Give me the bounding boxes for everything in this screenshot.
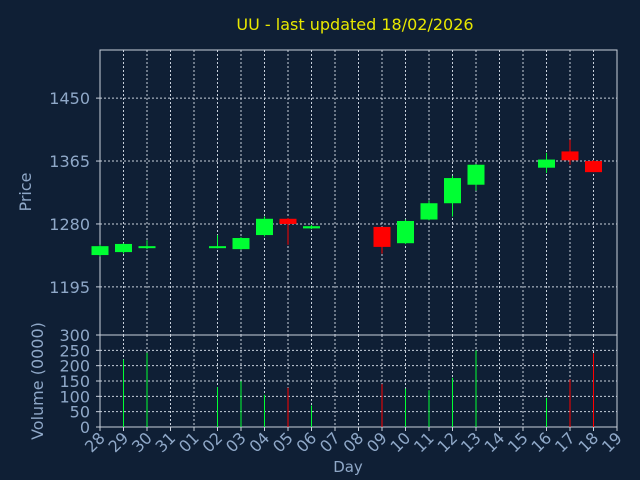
price-tick-label: 1365: [49, 152, 90, 171]
volume-grid: [100, 335, 617, 427]
candle-body: [115, 243, 132, 253]
candle: [585, 160, 602, 173]
candle-body: [467, 164, 485, 185]
price-axis-label: Price: [16, 172, 35, 211]
candle: [209, 235, 226, 249]
candle: [420, 200, 438, 221]
price-tick-label: 1280: [49, 215, 90, 234]
price-grid: [100, 50, 617, 335]
candle-body: [279, 218, 297, 224]
candle: [467, 164, 485, 191]
candle-body: [256, 218, 273, 236]
x-axis-label: Day: [333, 458, 363, 476]
candle-body: [397, 221, 414, 244]
candle: [115, 243, 132, 254]
price-tick-label: 1450: [49, 89, 90, 108]
volume-tick-label: 150: [59, 372, 90, 391]
x-tick-label: 19: [598, 428, 626, 456]
candle: [232, 237, 250, 250]
candle: [303, 224, 320, 230]
candle-body: [538, 159, 555, 168]
candle-body: [444, 178, 461, 204]
candle: [373, 226, 391, 254]
candle-body: [91, 246, 109, 256]
candlestick-series: [91, 139, 602, 257]
candle-body: [232, 238, 250, 250]
candle: [444, 175, 461, 217]
volume-axis-label: Volume (0000): [28, 322, 47, 440]
volume-tick-label: 50: [70, 403, 90, 422]
volume-tick-label: 100: [59, 387, 90, 406]
price-plot-frame: [99, 49, 618, 336]
candle-body: [373, 226, 391, 247]
x-axis-ticks: 2829303101020304050607080910111213141516…: [81, 427, 626, 456]
volume-tick-label: 300: [59, 326, 90, 345]
candle: [397, 219, 414, 244]
candle: [256, 216, 273, 237]
price-y-ticks: 1195 1280 1365 1450: [49, 89, 100, 297]
candle-body: [138, 246, 156, 249]
candle: [138, 240, 156, 250]
volume-tick-label: 200: [59, 357, 90, 376]
price-tick-label: 1195: [49, 278, 90, 297]
candle-body: [420, 203, 438, 220]
candle-body: [303, 226, 320, 229]
candle-body: [561, 151, 579, 161]
candle: [279, 218, 297, 245]
candle: [538, 152, 555, 173]
candle: [91, 244, 109, 257]
volume-tick-label: 250: [59, 341, 90, 360]
candle-body: [209, 246, 226, 249]
candle-body: [585, 161, 602, 173]
candle: [561, 139, 579, 165]
volume-tick-label: 0: [80, 418, 90, 437]
chart-title: UU - last updated 18/02/2026: [236, 15, 473, 34]
volume-series: [123, 350, 594, 427]
